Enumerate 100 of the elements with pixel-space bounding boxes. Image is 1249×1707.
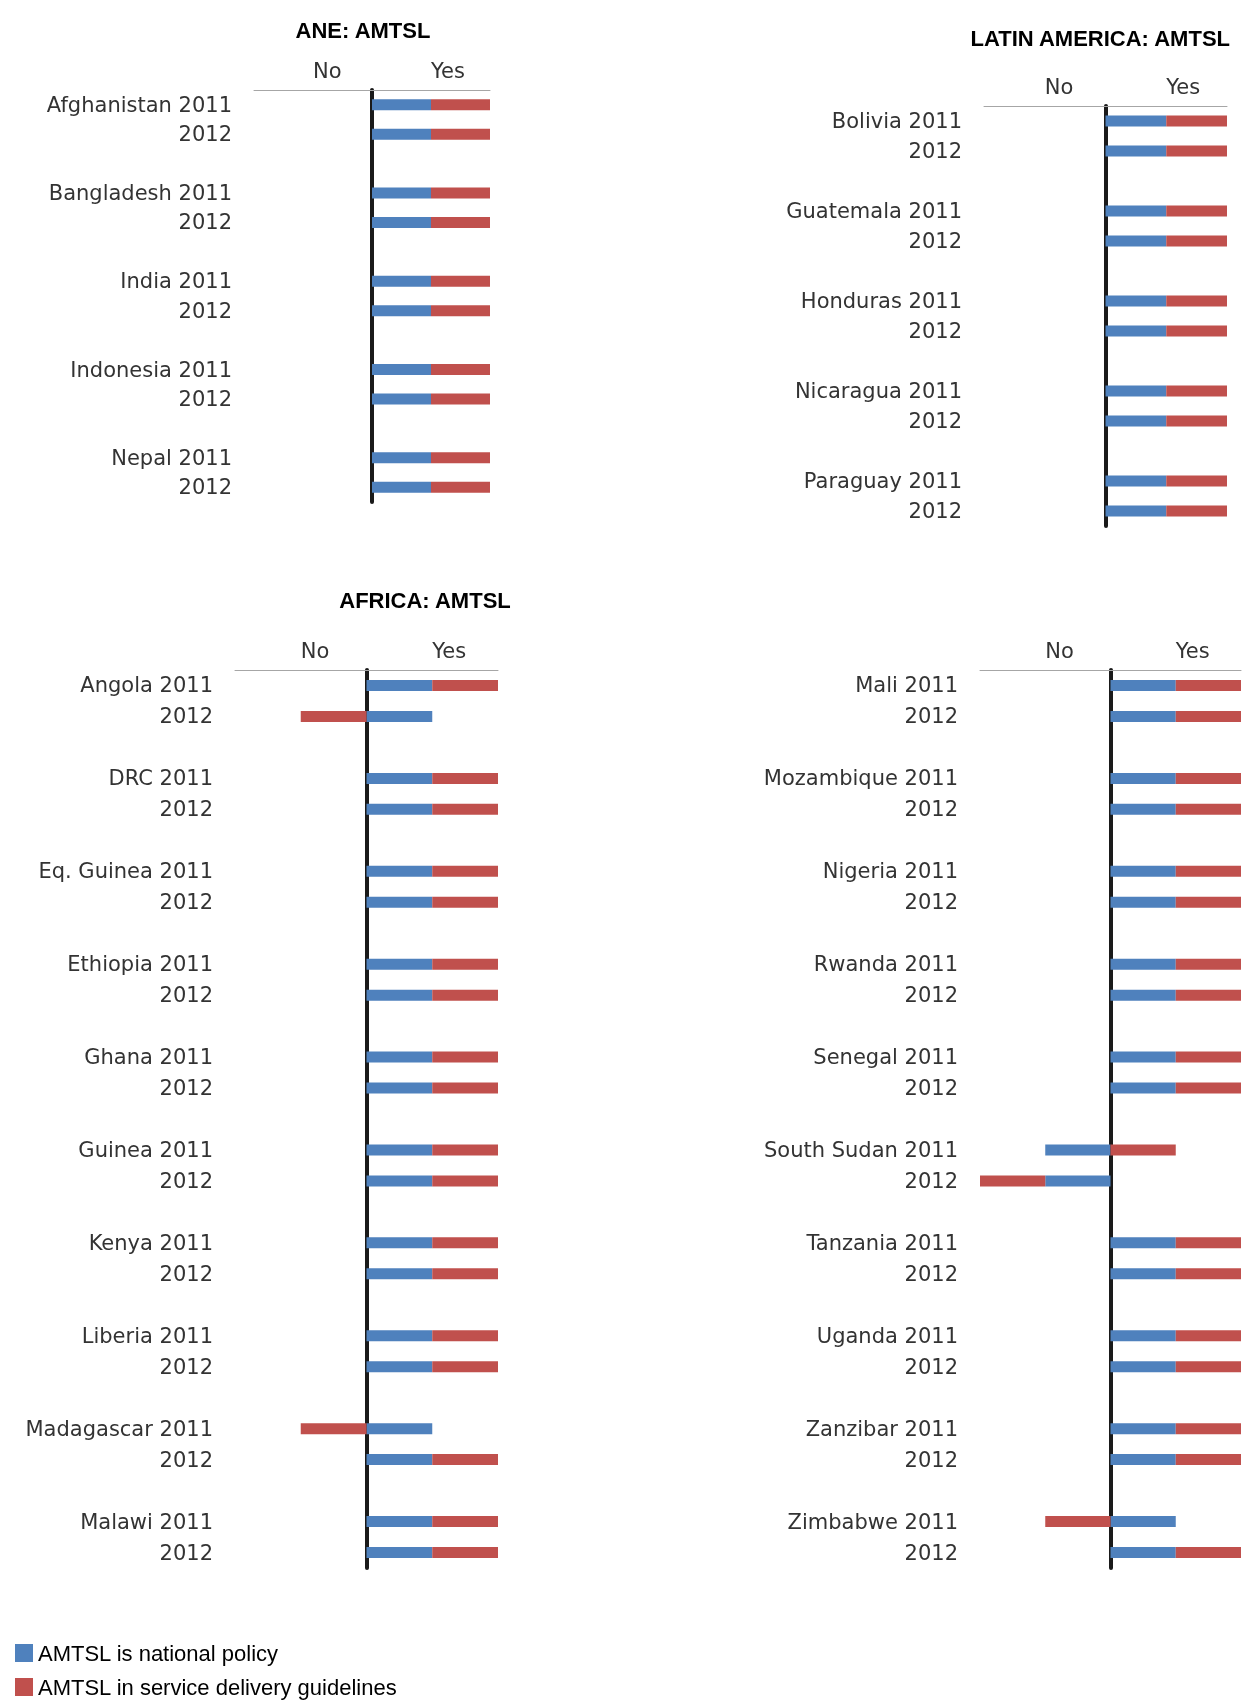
y-tick-label: 2012	[904, 1447, 958, 1472]
y-tick-label: Uganda 2011	[816, 1323, 958, 1348]
bar	[1175, 1423, 1241, 1435]
y-tick-label: Mozambique 2011	[763, 766, 958, 791]
chart-title: AFRICA: AMTSL	[339, 587, 511, 613]
bar	[1110, 989, 1176, 1001]
bar	[1175, 958, 1241, 970]
bar	[1110, 679, 1176, 691]
y-tick-label: 2012	[904, 1168, 958, 1193]
legend-label: AMTSL in service delivery guidelines	[38, 1674, 397, 1700]
y-tick-label: 2012	[178, 387, 232, 411]
y-tick-label: Bangladesh 2011	[48, 181, 232, 205]
y-tick-label: Rwanda 2011	[813, 952, 958, 977]
bar	[1175, 896, 1241, 908]
y-tick-label: Zimbabwe 2011	[787, 1509, 958, 1534]
y-tick-label: 2012	[159, 1540, 213, 1565]
y-tick-label: 2012	[908, 229, 962, 253]
bar	[1110, 710, 1176, 722]
y-tick-label: Eq. Guinea 2011	[38, 859, 213, 884]
bar	[1110, 1516, 1176, 1528]
y-tick-label: India 2011	[120, 269, 232, 294]
bar	[1110, 1454, 1176, 1466]
y-tick-label: 2012	[178, 210, 232, 235]
y-tick-label: Tanzania 2011	[805, 1230, 958, 1255]
y-tick-label: Malawi 2011	[80, 1509, 213, 1534]
y-tick-label: 2012	[904, 797, 958, 822]
bar	[1110, 1268, 1176, 1280]
bar	[1175, 1547, 1241, 1559]
y-tick-label: 2012	[904, 890, 958, 915]
y-tick-label: 2012	[159, 1354, 213, 1379]
bar	[1175, 772, 1241, 784]
y-tick-label: 2012	[904, 1261, 958, 1286]
y-tick-label: Ghana 2011	[84, 1045, 213, 1070]
bar	[1110, 1423, 1176, 1435]
y-tick-label: South Sudan 2011	[764, 1137, 958, 1162]
y-tick-label: 2012	[904, 1540, 958, 1565]
text: Yes	[1165, 74, 1201, 99]
bar	[1110, 1330, 1176, 1342]
bar	[1110, 1082, 1176, 1094]
y-tick-label: Guinea 2011	[78, 1137, 213, 1162]
y-tick-label: 2012	[904, 1354, 958, 1379]
y-tick-label: Zanzibar 2011	[805, 1416, 958, 1441]
y-tick-label: Guatemala 2011	[786, 199, 962, 223]
y-tick-label: 2012	[178, 475, 232, 500]
bar	[1175, 1361, 1241, 1373]
y-tick-label: 2012	[908, 319, 962, 343]
bar	[1175, 989, 1241, 1001]
y-tick-label: Indonesia 2011	[70, 357, 232, 382]
text: No	[1044, 74, 1074, 99]
chart-title: LATIN AMERICA: AMTSL	[970, 25, 1230, 51]
y-tick-label: 2012	[159, 797, 213, 822]
bar	[1175, 803, 1241, 815]
bar	[1175, 1237, 1241, 1249]
y-tick-label: 2012	[904, 704, 958, 729]
bar	[1175, 1051, 1241, 1063]
bar	[1045, 1516, 1111, 1528]
bar	[1175, 679, 1241, 691]
y-tick-label: 2012	[159, 1447, 213, 1472]
y-tick-label: 2012	[904, 1076, 958, 1101]
y-tick-label: 2012	[159, 1261, 213, 1286]
bar	[1110, 803, 1176, 815]
y-tick-label: 2012	[159, 1076, 213, 1101]
text: Yes	[1174, 638, 1210, 663]
chart-title: ANE: AMTSL	[295, 17, 431, 43]
bar	[1175, 710, 1241, 722]
y-tick-label: Madagascar 2011	[25, 1416, 213, 1441]
y-tick-label: Angola 2011	[80, 673, 213, 698]
y-tick-label: 2012	[159, 890, 213, 915]
bar	[1175, 1454, 1241, 1466]
text: No	[1045, 638, 1074, 663]
bar	[1175, 1082, 1241, 1094]
bar	[1045, 1144, 1111, 1156]
bar	[1110, 958, 1176, 970]
text: Yes	[430, 58, 465, 83]
bar	[1045, 1175, 1111, 1187]
y-tick-label: Kenya 2011	[88, 1230, 213, 1255]
y-tick-label: DRC 2011	[108, 766, 213, 791]
bar	[1110, 1547, 1176, 1559]
y-tick-label: Liberia 2011	[81, 1323, 213, 1348]
y-tick-label: 2012	[178, 122, 232, 147]
y-tick-label: 2012	[159, 1168, 213, 1193]
text: Yes	[431, 638, 467, 663]
bar	[1110, 896, 1176, 908]
y-tick-label: Mali 2011	[855, 673, 958, 698]
bar	[1110, 772, 1176, 784]
text: No	[313, 58, 342, 83]
y-tick-label: 2012	[159, 983, 213, 1008]
y-tick-label: Afghanistan 2011	[46, 92, 232, 117]
y-tick-label: 2012	[159, 704, 213, 729]
y-tick-label: Honduras 2011	[800, 289, 962, 313]
bar	[1110, 1144, 1176, 1156]
y-tick-label: 2012	[908, 499, 962, 523]
y-tick-label: 2012	[908, 139, 962, 163]
bar	[1175, 865, 1241, 877]
y-tick-label: Paraguay 2011	[803, 469, 962, 493]
y-tick-label: 2012	[908, 409, 962, 433]
bar	[1110, 1237, 1176, 1249]
y-tick-label: Nicaragua 2011	[794, 379, 962, 403]
y-tick-label: Nigeria 2011	[822, 859, 958, 884]
y-tick-label: Nepal 2011	[111, 445, 232, 470]
